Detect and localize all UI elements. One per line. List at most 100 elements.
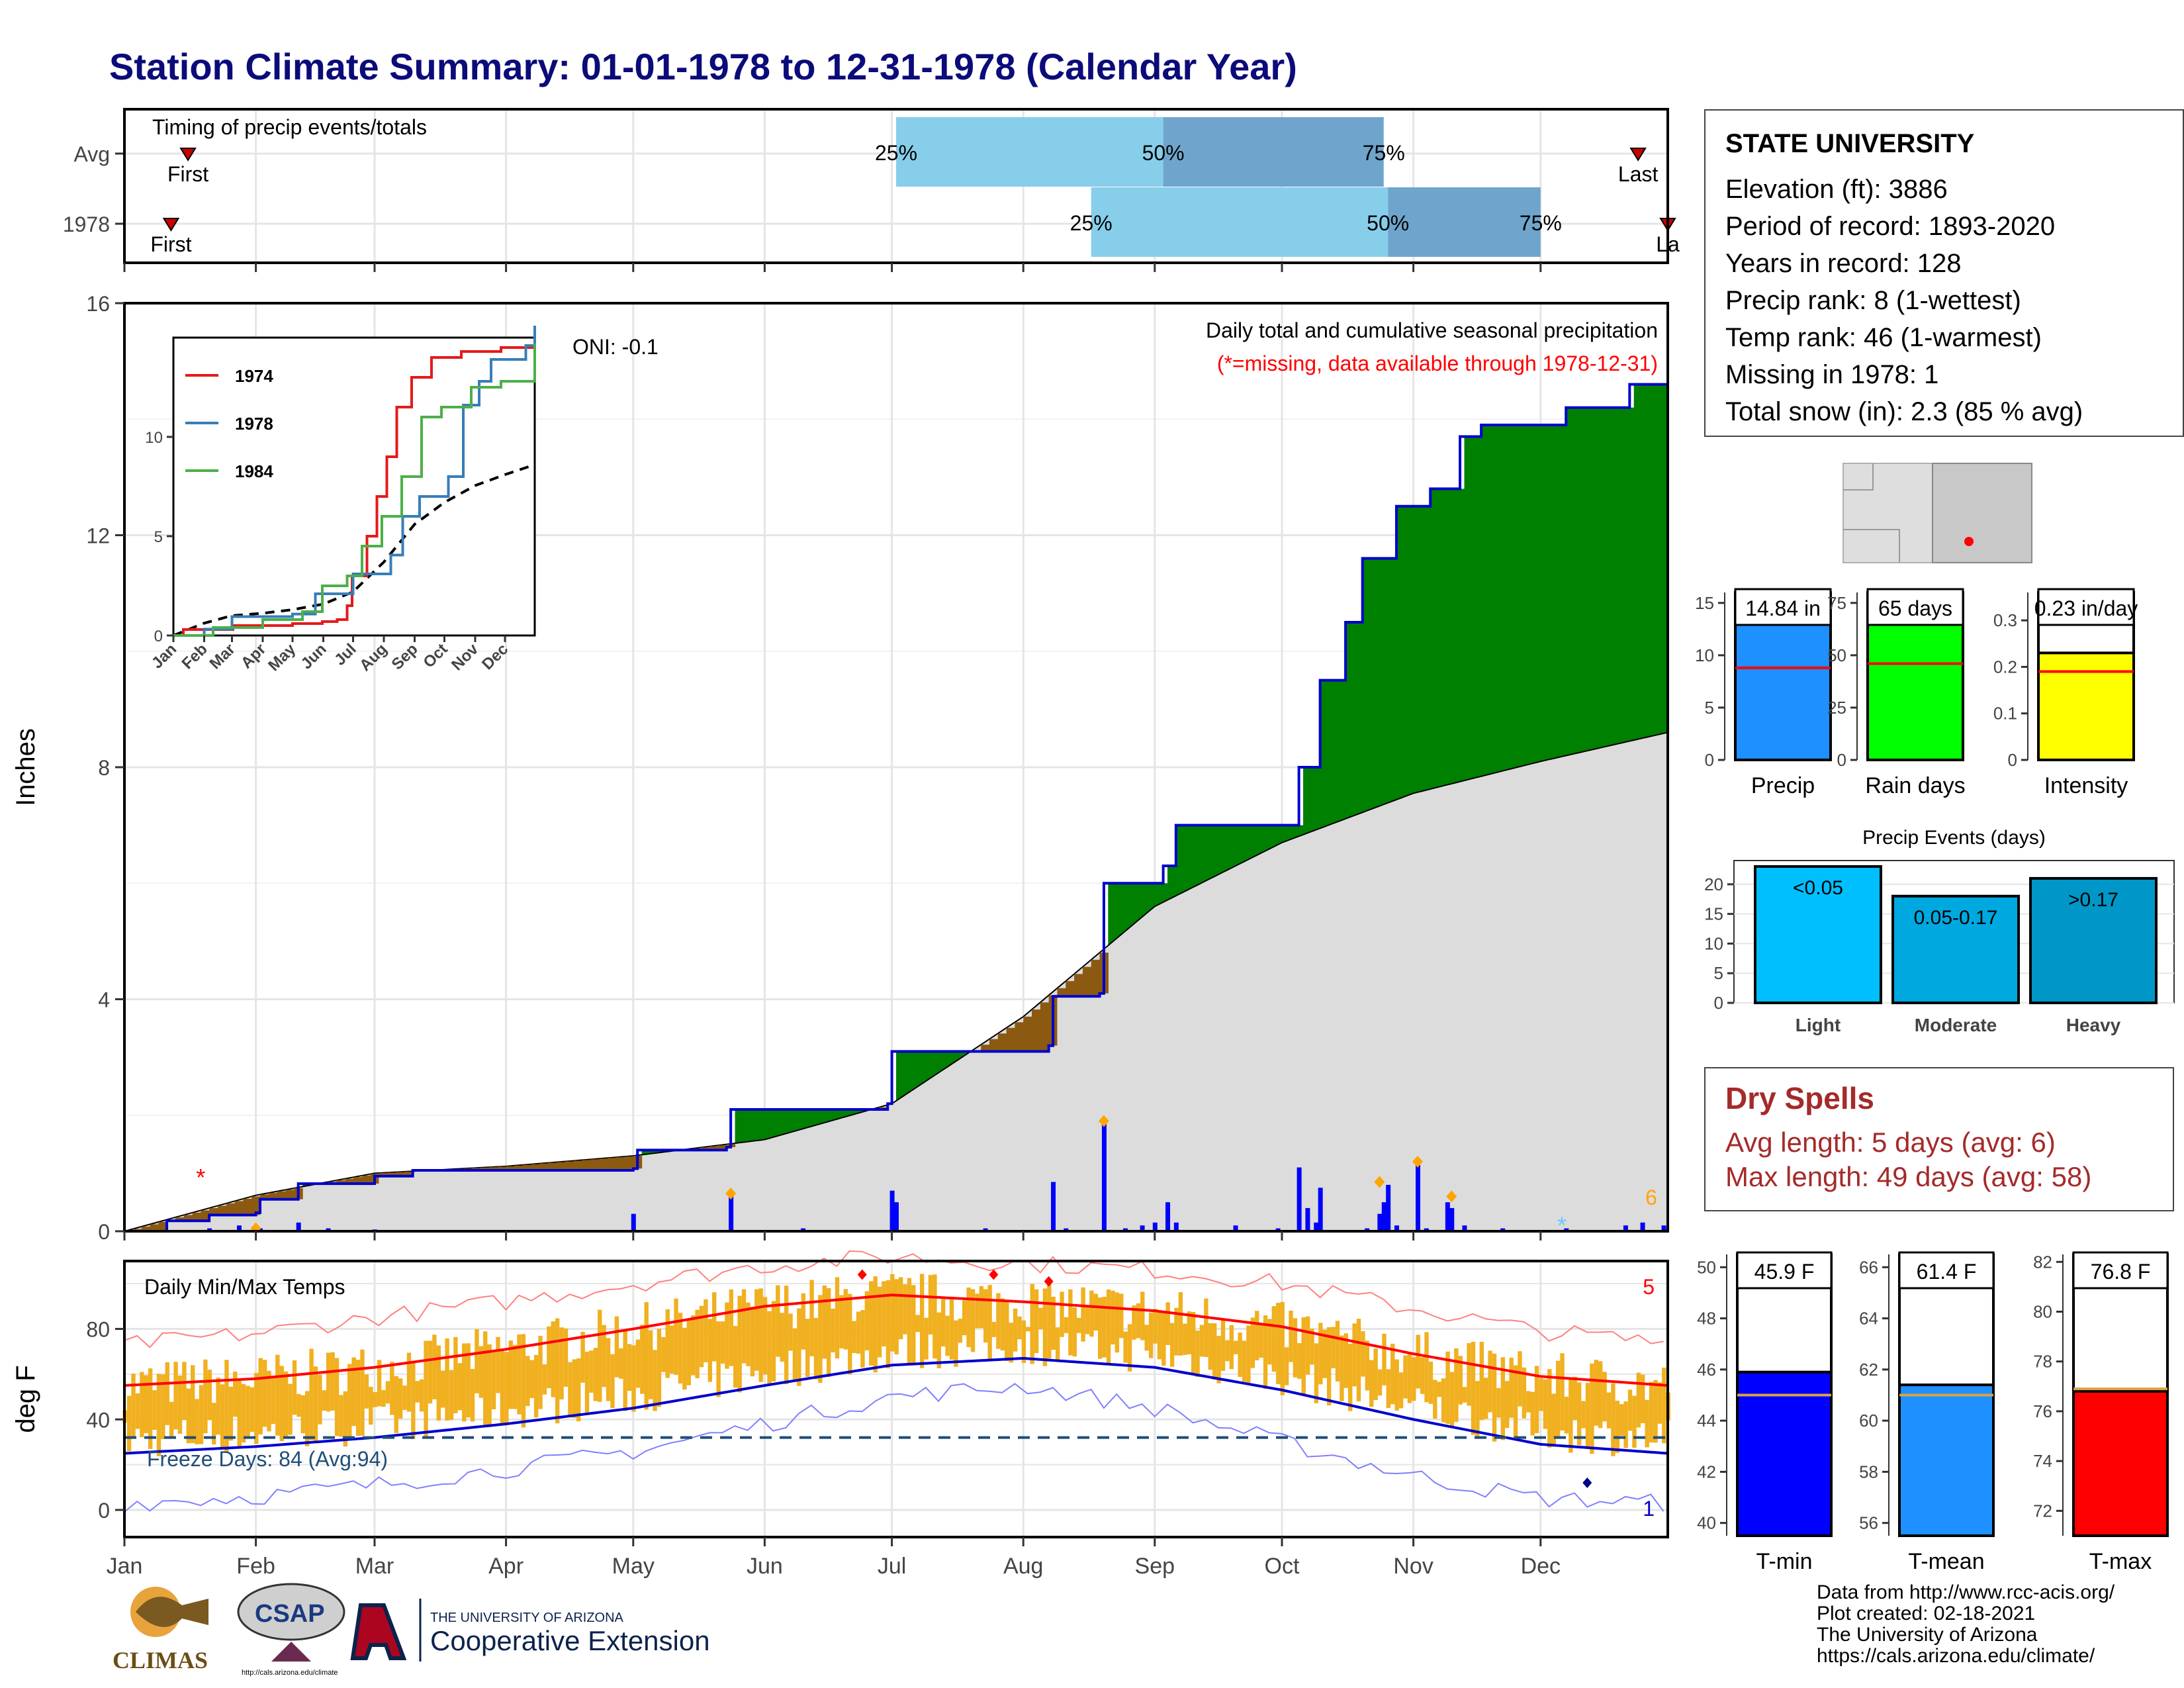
precip-daily-bar bbox=[631, 1213, 636, 1231]
precip-surplus-fill bbox=[1142, 883, 1151, 917]
temp-bars-panel: 40 42 44 46 48 50 T-min 45.9 F 56 58 60 62 64 66 T-mea… bbox=[1697, 1251, 2169, 1574]
precip-daily-bar bbox=[1640, 1222, 1645, 1231]
temp-daily-bar bbox=[1208, 1323, 1212, 1370]
precip-deficit-fill bbox=[717, 1145, 727, 1150]
precip-deficit-fill bbox=[226, 1203, 236, 1215]
temp-daily-bar bbox=[1569, 1378, 1573, 1453]
temp-daily-bar bbox=[568, 1362, 572, 1418]
temp-daily-bar bbox=[156, 1374, 161, 1456]
precip-below-fill bbox=[565, 1170, 574, 1231]
precip-below-fill bbox=[506, 1170, 516, 1231]
temp-daily-bar bbox=[216, 1378, 220, 1435]
temp-daily-bar bbox=[886, 1280, 891, 1369]
temp-daily-bar bbox=[1373, 1348, 1378, 1401]
temp-daily-bar bbox=[975, 1293, 979, 1329]
temp-daily-bar bbox=[475, 1329, 479, 1393]
temp-daily-bar bbox=[555, 1318, 560, 1424]
temp-daily-bar bbox=[1165, 1302, 1170, 1345]
page-title: Station Climate Summary: 01-01-1978 to 1… bbox=[109, 46, 1297, 87]
precip-y-tick-label: 0 bbox=[98, 1220, 110, 1244]
temp-daily-bar bbox=[1187, 1311, 1191, 1354]
temp-daily-bar bbox=[1148, 1312, 1154, 1358]
precip-surplus-fill bbox=[1566, 407, 1575, 756]
temp-daily-bar bbox=[1343, 1333, 1348, 1388]
temp-title: Daily Min/Max Temps bbox=[144, 1275, 345, 1299]
precip-below-fill bbox=[345, 1184, 354, 1231]
temp-daily-bar bbox=[203, 1359, 208, 1434]
temp-daily-bar bbox=[860, 1309, 865, 1368]
precip-below-fill bbox=[379, 1176, 388, 1231]
temp-x-tick-label: May bbox=[612, 1554, 655, 1579]
temp-daily-bar bbox=[449, 1370, 454, 1421]
temp-daily-bar bbox=[483, 1331, 488, 1425]
temp-daily-bar bbox=[572, 1359, 576, 1418]
precip-daily-bar bbox=[236, 1225, 242, 1231]
temp-daily-bar bbox=[521, 1334, 526, 1428]
precip-daily-bar bbox=[1275, 1228, 1281, 1231]
temp-daily-bar bbox=[593, 1348, 598, 1401]
temp-daily-bar bbox=[250, 1387, 255, 1432]
precip-deficit-fill bbox=[268, 1193, 278, 1199]
precip-surplus-fill bbox=[650, 1150, 659, 1154]
precip-deficit-fill bbox=[599, 1158, 608, 1170]
temp-daily-bar bbox=[1479, 1342, 1484, 1421]
temp-daily-bar bbox=[432, 1335, 437, 1399]
temp-y-tick-label: 40 bbox=[86, 1408, 110, 1432]
precip-below-fill bbox=[548, 1170, 558, 1231]
temp-bars-y-tick-label: 82 bbox=[2033, 1252, 2052, 1272]
events-bar bbox=[1754, 865, 1882, 1005]
temp-daily-bar bbox=[411, 1362, 416, 1439]
temp-bars-bar bbox=[1736, 1370, 1833, 1538]
temp-daily-bar bbox=[1119, 1293, 1124, 1338]
temp-daily-bar bbox=[1526, 1391, 1531, 1413]
temp-daily-bar bbox=[1042, 1288, 1048, 1366]
precip-below-fill bbox=[692, 1150, 702, 1231]
precip-below-fill bbox=[192, 1221, 201, 1231]
temp-daily-bar bbox=[326, 1352, 331, 1412]
precip-below-fill bbox=[701, 1150, 710, 1231]
precip-bars-value-box bbox=[2037, 588, 2135, 626]
temp-daily-bar bbox=[839, 1295, 844, 1348]
temp-daily-bar bbox=[360, 1349, 365, 1436]
temp-daily-bar bbox=[644, 1302, 649, 1410]
temp-bars-y-tick-label: 74 bbox=[2033, 1451, 2052, 1471]
temp-bars-y-tick-label: 64 bbox=[1859, 1309, 1878, 1329]
precip-deficit-fill bbox=[285, 1190, 295, 1199]
temp-daily-bar bbox=[1055, 1327, 1060, 1361]
temp-daily-bar bbox=[1271, 1306, 1277, 1372]
temp-avg-tmin-line bbox=[124, 1356, 1668, 1455]
temp-daily-bar bbox=[1361, 1331, 1365, 1377]
temp-daily-bar bbox=[347, 1364, 352, 1437]
temp-daily-bar bbox=[1009, 1323, 1013, 1363]
temp-freeze-label: Freeze Days: 84 (Avg:94) bbox=[147, 1447, 388, 1471]
timing-last-marker bbox=[1629, 148, 1647, 162]
temp-daily-bar bbox=[500, 1350, 505, 1424]
precip-deficit-fill bbox=[539, 1163, 549, 1170]
temp-daily-bar bbox=[1314, 1343, 1319, 1403]
temp-daily-bar bbox=[195, 1399, 199, 1444]
temp-daily-bar bbox=[1377, 1369, 1383, 1396]
precip-bars-category-label: Intensity bbox=[2044, 773, 2128, 798]
temp-bars-value-label: 45.9 F bbox=[1754, 1260, 1815, 1284]
temp-daily-bar bbox=[1051, 1296, 1056, 1350]
precip-deficit-fill bbox=[175, 1217, 185, 1221]
temp-daily-bar bbox=[1284, 1347, 1289, 1385]
temp-daily-bar bbox=[1021, 1320, 1026, 1364]
temp-bars-y-tick-label: 48 bbox=[1697, 1309, 1716, 1329]
precip-y-tick-label: 4 bbox=[98, 988, 110, 1012]
precip-below-fill bbox=[1040, 1051, 1050, 1231]
precip-surplus-fill bbox=[641, 1150, 651, 1155]
temp-daily-bar bbox=[1123, 1331, 1128, 1363]
precip-deficit-fill bbox=[1032, 1009, 1041, 1052]
temp-daily-bar bbox=[440, 1370, 445, 1408]
precip-deficit-fill bbox=[709, 1146, 719, 1150]
temp-daily-bar bbox=[1068, 1289, 1073, 1356]
temp-daily-bar bbox=[949, 1299, 954, 1360]
precip-surplus-fill bbox=[1531, 425, 1541, 764]
precip-below-fill bbox=[472, 1170, 481, 1231]
temp-daily-bar bbox=[1615, 1400, 1620, 1453]
temp-daily-bar bbox=[991, 1321, 997, 1337]
precip-daily-bar bbox=[326, 1228, 331, 1231]
temp-daily-bar bbox=[848, 1293, 852, 1375]
